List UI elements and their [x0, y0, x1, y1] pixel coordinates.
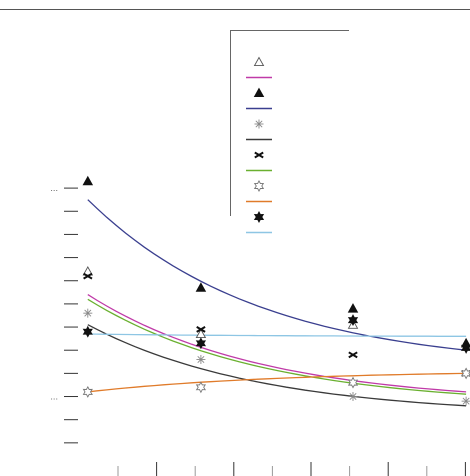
legend-marker-6	[254, 151, 264, 159]
data-point-10-3	[460, 341, 470, 354]
data-point-8-0	[82, 385, 93, 398]
legend	[230, 30, 349, 234]
data-point-10-2	[347, 314, 359, 327]
series-line-11	[87, 333, 467, 337]
y-tick-label: ...	[50, 393, 58, 402]
y-tick-label: ...	[50, 184, 58, 193]
data-point-4-0	[83, 308, 93, 318]
data-point-6-2	[348, 351, 358, 359]
data-point-8-3	[460, 367, 470, 380]
legend-marker-0	[253, 56, 265, 67]
data-point-10-0	[82, 325, 93, 338]
asterisk-stroke	[84, 309, 92, 317]
legend-marker-4	[254, 119, 264, 129]
x-stroke	[196, 325, 206, 333]
legend-box	[230, 30, 349, 216]
asterisk-stroke	[462, 397, 470, 405]
series-lines	[87, 199, 467, 407]
data-point-4-1	[196, 354, 206, 364]
asterisk-stroke	[255, 120, 263, 128]
series-line-9	[87, 372, 467, 393]
data-point-6-0	[83, 272, 93, 280]
axes: ......	[50, 184, 466, 476]
legend-marker-8	[253, 180, 265, 192]
series-line-5	[87, 324, 467, 407]
data-point-6-1	[196, 325, 206, 333]
asterisk-stroke	[349, 393, 357, 401]
data-point-4-3	[461, 396, 470, 406]
x-stroke	[348, 351, 358, 359]
series-line-1	[87, 294, 467, 393]
data-point-8-2	[347, 376, 359, 389]
series-markers	[82, 175, 470, 406]
series-line-7	[87, 298, 467, 395]
data-point-8-1	[195, 381, 207, 394]
legend-marker-2	[253, 87, 265, 98]
asterisk-stroke	[197, 355, 205, 363]
data-point-10-1	[195, 337, 207, 350]
x-stroke	[254, 151, 264, 159]
data-point-2-2	[347, 303, 359, 313]
series-line-3	[87, 199, 467, 351]
data-point-2-0	[82, 175, 94, 186]
legend-marker-10	[253, 211, 265, 223]
data-point-2-1	[195, 282, 207, 292]
x-stroke	[83, 272, 93, 280]
data-point-4-2	[348, 392, 358, 402]
